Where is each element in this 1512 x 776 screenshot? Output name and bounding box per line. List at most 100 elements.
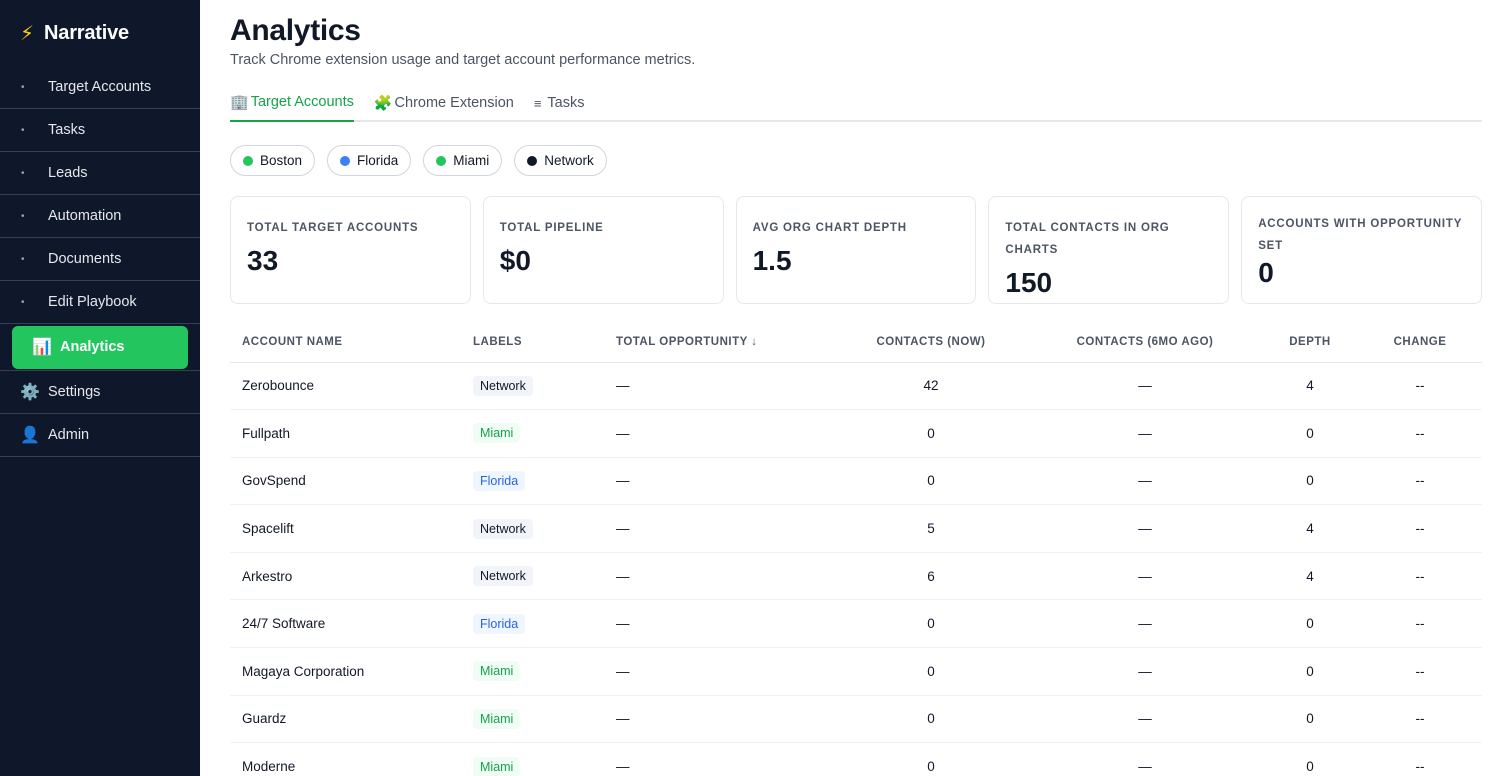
tab-target-accounts[interactable]: 🏢 Target Accounts <box>230 84 354 122</box>
filter-chip-network[interactable]: Network <box>514 145 607 176</box>
column-header-contacts-now[interactable]: Contacts (Now) <box>834 322 1028 363</box>
label-tag: Miami <box>473 661 521 682</box>
label-tag: Network <box>473 518 533 539</box>
tab-label: Chrome Extension <box>394 95 514 111</box>
total-opportunity: — <box>604 457 834 506</box>
label-tag: Florida <box>473 613 526 634</box>
table-row[interactable]: 24/7 Software Florida — 0 — 0 -- <box>230 599 1482 649</box>
bullet-icon: • <box>21 296 25 308</box>
table-row[interactable]: GovSpend Florida — 0 — 0 -- <box>230 457 1482 506</box>
account-name: 24/7 Software <box>230 599 461 649</box>
table-row[interactable]: Spacelift Network — 5 — 4 -- <box>230 504 1482 553</box>
office-building-icon: 🏢 <box>230 94 249 111</box>
total-opportunity: — <box>604 599 834 649</box>
sidebar-item-label: Edit Playbook <box>48 294 137 310</box>
label-tag: Network <box>473 566 533 587</box>
change: -- <box>1358 457 1482 506</box>
sidebar-item-target-accounts[interactable]: • Target Accounts <box>0 66 200 109</box>
sidebar-item-label: Admin <box>48 427 90 443</box>
page-title: Analytics <box>230 14 361 47</box>
contacts-now: 5 <box>834 504 1028 553</box>
chip-label: Network <box>544 153 594 168</box>
tab-chrome-extension[interactable]: 🧩 Chrome Extension <box>374 84 514 122</box>
stat-value: 1.5 <box>752 245 792 276</box>
label-tag: Miami <box>473 756 521 776</box>
bullet-icon: • <box>21 167 25 179</box>
table-row[interactable]: Magaya Corporation Miami — 0 — 0 -- <box>230 647 1482 696</box>
accounts-table: Account Name Labels Total Opportunity ↓ … <box>230 322 1482 776</box>
sidebar-item-admin[interactable]: 👤 Admin <box>0 414 200 457</box>
contacts-6mo: — <box>1028 742 1262 776</box>
user-icon: 👤 <box>20 427 40 444</box>
sidebar-item-tasks[interactable]: • Tasks <box>0 109 200 152</box>
column-header-account-name[interactable]: Account Name <box>230 322 461 363</box>
contacts-6mo: — <box>1028 457 1262 506</box>
column-header-change[interactable]: Change <box>1358 322 1482 363</box>
depth: 4 <box>1262 552 1358 601</box>
filter-chip-florida[interactable]: Florida <box>327 145 412 176</box>
filter-chip-boston[interactable]: Boston <box>230 145 316 176</box>
sidebar: ⚡ Narrative • Target Accounts • Tasks • … <box>0 0 200 776</box>
change: -- <box>1358 362 1482 411</box>
column-header-contacts-6mo[interactable]: Contacts (6mo Ago) <box>1028 322 1262 363</box>
contacts-now: 42 <box>834 362 1028 411</box>
contacts-now: 0 <box>834 457 1028 506</box>
total-opportunity: — <box>604 742 834 776</box>
label-tag: Miami <box>473 423 521 444</box>
account-name: Moderne <box>230 742 461 776</box>
change: -- <box>1358 695 1482 744</box>
tab-tasks[interactable]: ≡ Tasks <box>534 84 585 122</box>
table-row[interactable]: Guardz Miami — 0 — 0 -- <box>230 695 1482 744</box>
change: -- <box>1358 599 1482 649</box>
total-opportunity: — <box>604 647 834 696</box>
contacts-6mo: — <box>1028 504 1262 553</box>
change: -- <box>1358 409 1482 458</box>
depth: 0 <box>1262 742 1358 776</box>
filter-chip-miami[interactable]: Miami <box>423 145 503 176</box>
stat-value: 150 <box>1005 267 1053 298</box>
labels-cell: Miami <box>461 409 604 458</box>
sidebar-item-leads[interactable]: • Leads <box>0 152 200 195</box>
table-row[interactable]: Arkestro Network — 6 — 4 -- <box>230 552 1482 601</box>
stat-value: 0 <box>1258 257 1274 288</box>
depth: 0 <box>1262 695 1358 744</box>
stat-card-avg-org-chart-depth: Avg Org Chart Depth 1.5 <box>735 196 977 304</box>
sidebar-item-edit-playbook[interactable]: • Edit Playbook <box>0 281 200 324</box>
total-opportunity: — <box>604 409 834 458</box>
label-tag: Network <box>473 375 533 396</box>
table-row[interactable]: Fullpath Miami — 0 — 0 -- <box>230 409 1482 458</box>
table-row[interactable]: Moderne Miami — 0 — 0 -- <box>230 742 1482 776</box>
sidebar-item-automation[interactable]: • Automation <box>0 195 200 238</box>
puzzle-piece-icon: 🧩 <box>373 95 393 112</box>
stat-label: Total Pipeline <box>499 222 604 234</box>
change: -- <box>1358 504 1482 553</box>
chip-label: Florida <box>357 153 399 168</box>
column-header-depth[interactable]: Depth <box>1262 322 1358 363</box>
tab-label: Target Accounts <box>250 94 354 110</box>
label-filters: Boston Florida Miami Network <box>230 145 607 176</box>
contacts-6mo: — <box>1028 362 1262 411</box>
depth: 0 <box>1262 647 1358 696</box>
brand[interactable]: ⚡ Narrative <box>20 20 129 46</box>
color-dot-icon <box>436 155 447 166</box>
gear-icon: ⚙️ <box>20 384 40 401</box>
table-header-row: Account Name Labels Total Opportunity ↓ … <box>230 322 1482 363</box>
sidebar-item-settings[interactable]: ⚙️ Settings <box>0 371 200 414</box>
column-header-labels[interactable]: Labels <box>461 322 604 363</box>
bullet-icon: • <box>21 81 25 93</box>
stat-card-total-contacts: Total Contacts in Org Charts 150 <box>988 196 1230 304</box>
sidebar-item-analytics[interactable]: 📊 Analytics <box>12 325 188 369</box>
sidebar-item-documents[interactable]: • Documents <box>0 238 200 281</box>
color-dot-icon <box>340 155 351 166</box>
contacts-6mo: — <box>1028 647 1262 696</box>
tab-bar: 🏢 Target Accounts 🧩 Chrome Extension ≡ T… <box>230 84 1482 122</box>
column-header-total-opportunity[interactable]: Total Opportunity ↓ <box>604 322 834 363</box>
sidebar-item-label: Analytics <box>60 339 125 355</box>
depth: 0 <box>1262 599 1358 649</box>
stat-cards: Total Target Accounts 33 Total Pipeline … <box>230 196 1482 304</box>
table-row[interactable]: Zerobounce Network — 42 — 4 -- <box>230 362 1482 411</box>
account-name: Guardz <box>230 695 461 744</box>
total-opportunity: — <box>604 552 834 601</box>
bar-chart-icon: 📊 <box>32 339 52 356</box>
sidebar-nav: • Target Accounts • Tasks • Leads • Auto… <box>0 66 200 457</box>
